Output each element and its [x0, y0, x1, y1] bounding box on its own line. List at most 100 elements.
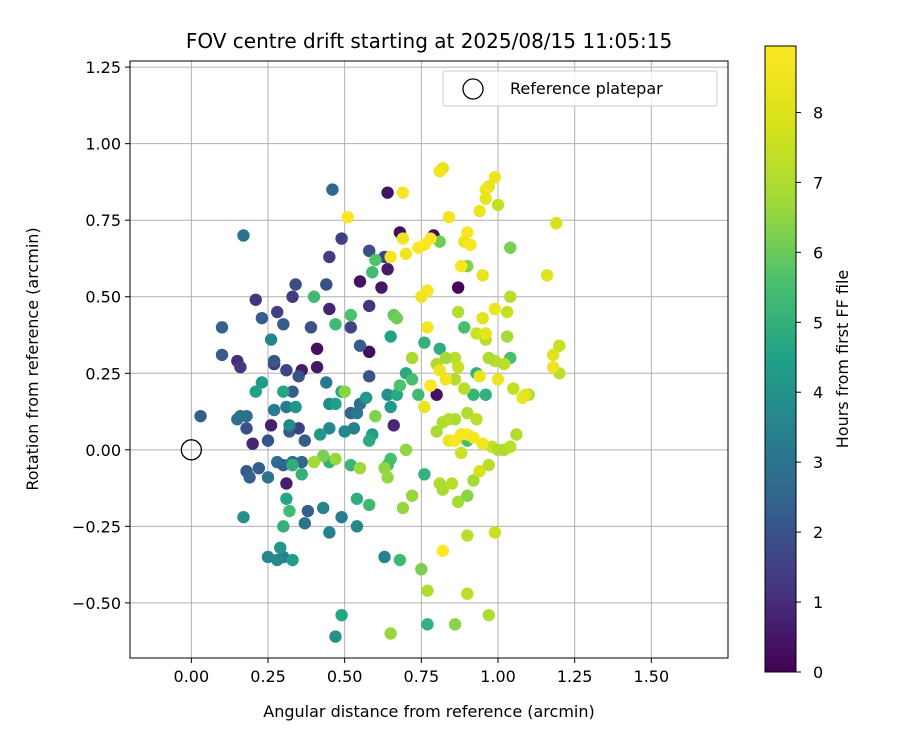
data-point — [277, 385, 290, 398]
colorbar-tick-label: 8 — [813, 103, 823, 122]
data-point — [307, 290, 321, 303]
data-point — [384, 627, 397, 640]
data-point — [421, 321, 434, 334]
data-point — [286, 553, 299, 567]
data-point — [323, 526, 336, 539]
data-point — [350, 520, 364, 533]
data-point — [338, 425, 351, 438]
data-point — [234, 360, 247, 374]
data-point — [384, 400, 397, 414]
y-axis-ticks: −0.50 −0.25 0.00 0.25 0.50 0.75 1.00 1.25 — [72, 58, 130, 613]
data-point — [271, 553, 284, 567]
data-point — [298, 434, 311, 447]
data-point — [473, 204, 486, 218]
data-point — [405, 489, 419, 502]
data-point — [488, 302, 502, 316]
data-point — [363, 434, 376, 447]
data-point — [246, 437, 259, 450]
data-point — [448, 413, 462, 426]
data-point — [504, 241, 517, 254]
data-point — [504, 440, 517, 453]
data-point — [323, 250, 336, 264]
data-point — [399, 247, 413, 261]
x-tick-label: 1.50 — [634, 667, 670, 686]
data-point — [412, 241, 425, 254]
data-point — [363, 345, 376, 359]
data-point — [396, 186, 410, 199]
data-point — [415, 563, 428, 576]
data-point — [482, 608, 495, 622]
data-point — [243, 471, 256, 484]
data-point — [329, 397, 342, 411]
data-point — [491, 373, 505, 386]
data-point — [501, 330, 514, 343]
data-point — [237, 229, 250, 242]
data-point — [405, 373, 419, 386]
data-point — [310, 342, 324, 355]
y-tick-label: −0.50 — [72, 594, 121, 613]
data-point — [381, 262, 394, 276]
x-axis-label: Angular distance from reference (arcmin) — [263, 702, 594, 721]
data-point — [338, 385, 351, 398]
data-point — [384, 250, 397, 264]
data-point — [540, 269, 554, 282]
data-point — [277, 520, 290, 533]
data-point — [467, 474, 480, 487]
legend-label: Reference platepar — [510, 79, 663, 98]
colorbar-tick-label: 3 — [813, 453, 823, 472]
y-tick-label: 0.25 — [85, 364, 121, 383]
data-point — [366, 266, 379, 279]
data-point — [363, 370, 376, 383]
data-point — [396, 232, 410, 245]
data-point — [415, 290, 428, 303]
data-point — [547, 348, 560, 362]
data-point — [335, 608, 348, 622]
data-point — [283, 504, 296, 518]
data-point — [369, 253, 382, 267]
data-point — [329, 630, 342, 643]
data-point — [516, 391, 529, 404]
data-point — [458, 321, 471, 334]
data-point — [274, 541, 287, 554]
data-point — [194, 409, 207, 423]
data-point — [344, 308, 357, 322]
data-point — [381, 186, 394, 199]
data-point — [280, 492, 293, 505]
data-point — [451, 360, 465, 374]
data-point — [363, 244, 376, 258]
legend-box — [442, 70, 718, 107]
data-point — [390, 311, 403, 325]
data-point — [271, 305, 284, 319]
data-point — [464, 238, 477, 251]
data-point — [436, 544, 449, 558]
data-point — [335, 232, 348, 245]
data-point — [375, 281, 388, 294]
data-point — [501, 305, 514, 319]
data-point — [255, 376, 269, 389]
data-point — [326, 183, 339, 196]
colorbar-tick-label: 6 — [813, 243, 823, 262]
data-point — [448, 434, 462, 447]
data-point — [455, 259, 468, 273]
data-point — [461, 587, 474, 600]
data-point — [393, 553, 407, 567]
data-point — [335, 510, 348, 524]
data-point — [430, 388, 443, 401]
data-point — [479, 327, 492, 340]
data-point — [295, 468, 308, 481]
data-point — [286, 458, 299, 472]
data-point — [249, 385, 262, 398]
data-point — [286, 385, 299, 398]
data-point — [510, 428, 523, 441]
data-point — [479, 388, 492, 401]
data-point — [476, 437, 489, 450]
data-point — [320, 376, 333, 389]
data-point — [458, 382, 471, 395]
data-point — [436, 483, 449, 496]
data-point — [482, 351, 495, 365]
data-point — [304, 321, 318, 334]
data-point — [451, 281, 465, 294]
colorbar-tick-label: 7 — [813, 173, 823, 192]
data-point — [439, 351, 453, 365]
